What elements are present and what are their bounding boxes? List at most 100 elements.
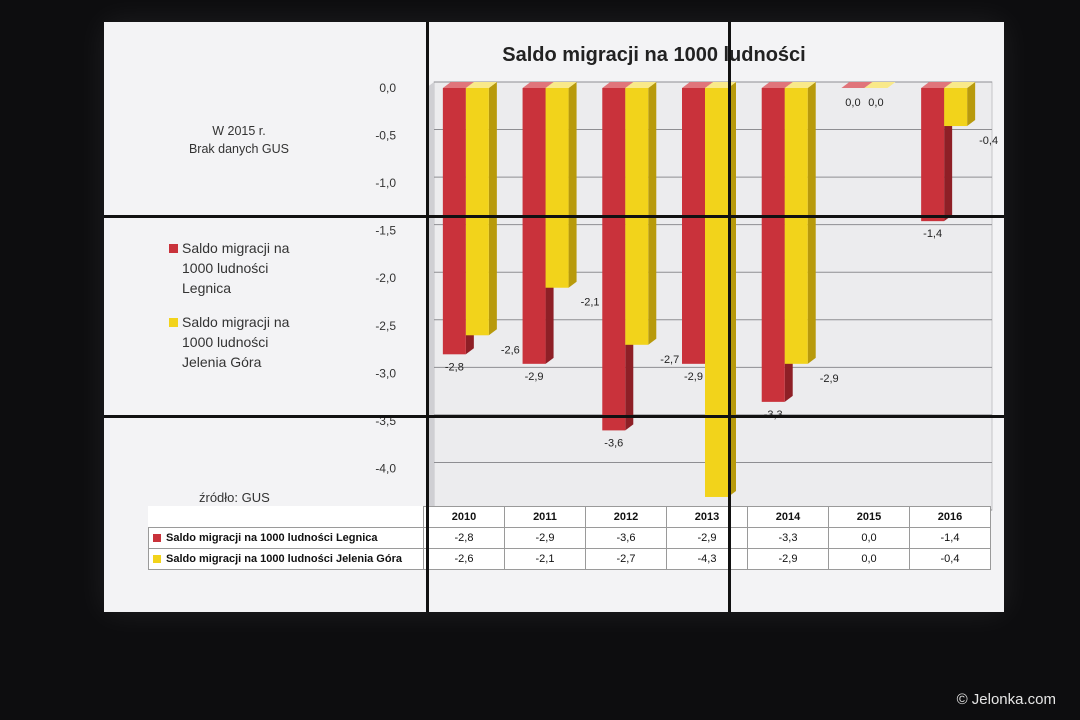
bar-top [944, 82, 976, 88]
bar-side [488, 82, 497, 336]
y-tick-label: -3,0 [375, 366, 396, 380]
data-label: 0,0 [845, 97, 860, 109]
chart-title: Saldo migracji na 1000 ludności [502, 44, 806, 66]
table-header-cell: 2012 [585, 506, 667, 528]
table-header-cell: 2013 [666, 506, 748, 528]
bar [465, 88, 489, 336]
table-header-cell: 2011 [504, 506, 586, 528]
table-cell: 0,0 [828, 527, 910, 549]
bar-side [967, 82, 976, 127]
table-row-label: Saldo migracji na 1000 ludności Legnica [148, 527, 424, 549]
bar [602, 88, 626, 431]
data-label: 0,0 [868, 97, 883, 109]
bar-top [602, 82, 634, 88]
data-label: -2,7 [660, 354, 679, 366]
legend-label: Saldo migracji na [182, 240, 290, 256]
bar-top [841, 82, 873, 88]
bar-top [442, 82, 474, 88]
table-cell: -2,7 [585, 548, 667, 570]
table-cell: -0,4 [909, 548, 991, 570]
row-label-text: Saldo migracji na 1000 ludności Legnica [166, 532, 378, 544]
table-header-cell: 2016 [909, 506, 991, 528]
bar-top [784, 82, 816, 88]
bar-top [522, 82, 554, 88]
table-cell: -4,3 [666, 548, 748, 570]
y-tick-label: -0,5 [375, 129, 396, 143]
bar-top [625, 82, 657, 88]
data-label: -2,1 [581, 297, 600, 309]
data-label: -2,9 [684, 371, 703, 383]
source-note: źródło: GUS [199, 490, 270, 505]
legend-label: Jelenia Góra [182, 354, 262, 370]
y-tick-label: 0,0 [379, 81, 396, 95]
bar-top [682, 82, 713, 88]
y-tick-label: -4,0 [375, 461, 396, 475]
table-cell: -1,4 [909, 527, 991, 549]
watermark: © Jelonka.com [956, 691, 1056, 708]
bar [682, 88, 705, 364]
legend-item-legnica: Saldo migracji na 1000 ludności Legnica [169, 238, 290, 298]
note-line: Brak danych GUS [188, 142, 290, 156]
y-tick-label: -1,0 [375, 176, 396, 190]
table-row-label: Saldo migracji na 1000 ludności Jelenia … [148, 548, 424, 570]
legend-label: 1000 ludności [182, 260, 269, 276]
bar [545, 88, 569, 288]
data-label: -2,9 [525, 371, 544, 383]
bar-top [545, 82, 577, 88]
table-cell: -3,3 [747, 527, 829, 549]
table-row: Saldo migracji na 1000 ludności Legnica … [148, 527, 991, 549]
bar [442, 88, 466, 355]
screen-seam [426, 22, 429, 612]
bar [944, 88, 968, 127]
table-header-cell: 2014 [747, 506, 829, 528]
note-line: W 2015 r. [212, 124, 266, 138]
data-label: -0,4 [979, 135, 998, 147]
row-label-text: Saldo migracji na 1000 ludności Jelenia … [166, 553, 402, 565]
data-label: -1,4 [923, 228, 942, 240]
data-label: -2,8 [445, 361, 464, 373]
y-tick-label: -2,5 [375, 319, 396, 333]
bar-side [807, 82, 816, 364]
screen-seam [728, 22, 731, 612]
table-cell: -2,9 [666, 527, 748, 549]
legend-item-jelenia-gora: Saldo migracji na 1000 ludności Jelenia … [169, 312, 290, 372]
table-header-cell: 2015 [828, 506, 910, 528]
row-swatch-red [153, 534, 161, 543]
legend-label: Saldo migracji na [182, 314, 290, 330]
data-label: -2,9 [820, 373, 839, 385]
bar-top [864, 82, 896, 88]
table-header-row: 2010 2011 2012 2013 2014 2015 2016 [149, 506, 991, 528]
table-cell: 0,0 [828, 548, 910, 570]
bar-top [465, 82, 497, 88]
table-header-cell: 2010 [423, 506, 505, 528]
bar [784, 88, 808, 364]
table-cell: -2,9 [747, 548, 829, 570]
data-label: -3,6 [604, 437, 623, 449]
bar [705, 88, 728, 497]
data-label: -2,6 [501, 344, 520, 356]
row-swatch-yellow [153, 555, 161, 564]
table-cell: -2,9 [504, 527, 586, 549]
data-note: W 2015 r. Brak danych GUS [164, 122, 314, 158]
y-tick-label: -1,5 [375, 224, 396, 238]
table-cell: -2,6 [423, 548, 505, 570]
screen-seam [104, 415, 1004, 418]
table-cell: -2,8 [423, 527, 505, 549]
table-corner [149, 507, 424, 528]
legend-label: Legnica [182, 280, 232, 296]
bar [522, 88, 546, 364]
bar-side [568, 82, 577, 288]
table-cell: -3,6 [585, 527, 667, 549]
bar-side [648, 82, 657, 345]
legend-swatch-yellow [169, 318, 178, 327]
legend-label: 1000 ludności [182, 334, 269, 350]
table-row: Saldo migracji na 1000 ludności Jelenia … [148, 548, 991, 570]
y-tick-label: -2,0 [375, 271, 396, 285]
legend-swatch-red [169, 244, 178, 253]
data-table: 2010 2011 2012 2013 2014 2015 2016 Saldo… [148, 506, 991, 570]
projection-screen: 0,0-0,5-1,0-1,5-2,0-2,5-3,0-3,5-4,0-4,5-… [104, 22, 1004, 612]
bar-top [921, 82, 953, 88]
bar-top [761, 82, 793, 88]
bar [761, 88, 785, 402]
bar [921, 88, 945, 222]
